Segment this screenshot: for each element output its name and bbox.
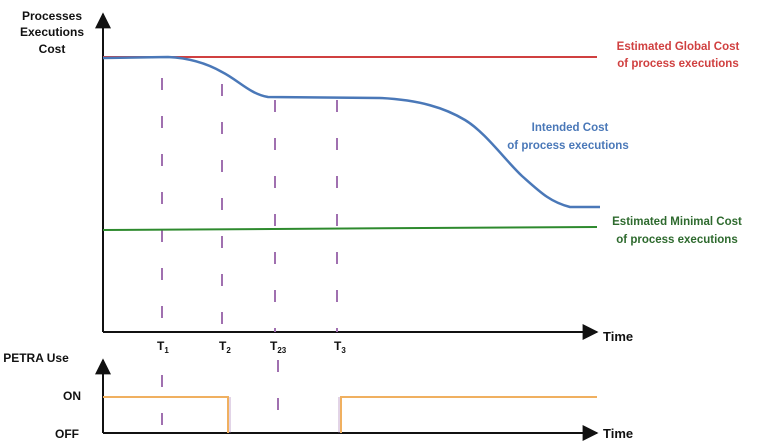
- minimal-cost-label-line-1: Estimated Minimal Cost: [612, 216, 742, 228]
- off-label: OFF: [55, 427, 79, 441]
- intended-cost-label-line-1: Intended Cost: [532, 122, 609, 134]
- marker-label-t23: T23: [270, 339, 287, 355]
- intended-cost-label-line-2: of process executions: [507, 140, 628, 152]
- intended-cost-curve: [103, 57, 600, 207]
- marker-label-t1: T1: [157, 339, 169, 355]
- global-cost-label-line-2: of process executions: [617, 58, 738, 70]
- top-xlabel: Time: [603, 329, 633, 344]
- bottom-xlabel: Time: [603, 426, 633, 441]
- top-ylabel-line-2: Executions: [20, 25, 84, 39]
- on-label: ON: [63, 389, 81, 403]
- top-ylabel-line-3: Cost: [39, 42, 66, 56]
- top-ylabel-line-1: Processes: [22, 9, 82, 23]
- marker-label-t3: T3: [334, 339, 346, 355]
- minimal-cost-line: [103, 227, 597, 230]
- petra-use-line: [103, 397, 597, 433]
- marker-label-t2: T2: [219, 339, 231, 355]
- global-cost-label-line-1: Estimated Global Cost: [617, 41, 740, 53]
- bottom-ylabel: PETRA Use: [3, 351, 69, 365]
- minimal-cost-label-line-2: of process executions: [616, 234, 737, 246]
